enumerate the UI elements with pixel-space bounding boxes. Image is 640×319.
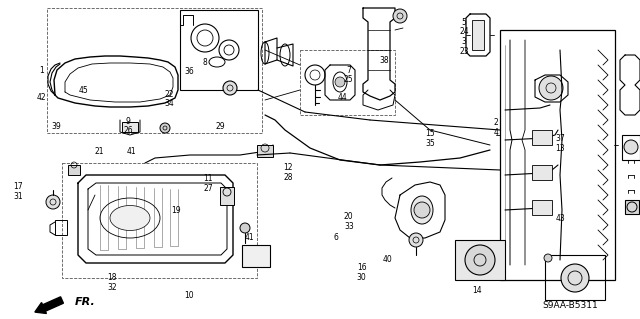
Bar bbox=[532, 130, 552, 145]
Text: 6: 6 bbox=[333, 233, 339, 242]
Text: 45: 45 bbox=[78, 86, 88, 95]
Circle shape bbox=[409, 233, 423, 247]
Bar bbox=[220, 187, 234, 205]
Text: 19: 19 bbox=[171, 206, 181, 215]
Bar bbox=[545, 255, 605, 300]
Text: 41: 41 bbox=[244, 233, 255, 242]
Text: FR.: FR. bbox=[75, 297, 96, 307]
Circle shape bbox=[544, 254, 552, 262]
Bar bbox=[122, 122, 138, 132]
Bar bbox=[180, 10, 258, 90]
Circle shape bbox=[624, 140, 638, 154]
Bar bbox=[472, 20, 484, 50]
Bar bbox=[62, 163, 257, 278]
Bar bbox=[300, 50, 395, 115]
Text: 15
35: 15 35 bbox=[425, 130, 435, 148]
Circle shape bbox=[465, 245, 495, 275]
Bar bbox=[55, 220, 67, 235]
Circle shape bbox=[240, 223, 250, 233]
Text: 7
25: 7 25 bbox=[344, 66, 354, 84]
Text: 41: 41 bbox=[126, 147, 136, 156]
Text: 14: 14 bbox=[472, 286, 482, 295]
Text: 36: 36 bbox=[184, 67, 194, 76]
Bar bbox=[622, 135, 640, 160]
Text: 11
27: 11 27 bbox=[203, 174, 213, 193]
Text: 44: 44 bbox=[337, 93, 348, 102]
Circle shape bbox=[561, 264, 589, 292]
Bar bbox=[68, 165, 80, 175]
FancyArrow shape bbox=[35, 297, 63, 314]
Text: 40: 40 bbox=[382, 256, 392, 264]
Text: 20
33: 20 33 bbox=[344, 212, 354, 231]
Text: 21: 21 bbox=[95, 147, 104, 156]
Bar bbox=[500, 30, 615, 280]
Text: 22
34: 22 34 bbox=[164, 90, 175, 108]
Circle shape bbox=[46, 195, 60, 209]
Bar bbox=[257, 145, 273, 157]
Bar bbox=[242, 245, 270, 267]
Text: S9AA-B5311: S9AA-B5311 bbox=[542, 300, 598, 309]
Text: 5
24
3
23: 5 24 3 23 bbox=[459, 18, 469, 56]
Text: 38: 38 bbox=[379, 56, 389, 65]
Text: 43: 43 bbox=[555, 214, 565, 223]
Bar bbox=[532, 200, 552, 215]
Bar bbox=[625, 200, 639, 214]
Circle shape bbox=[335, 77, 345, 87]
Text: 10: 10 bbox=[184, 291, 194, 300]
Text: 8: 8 bbox=[202, 58, 207, 67]
Text: 18
32: 18 32 bbox=[107, 273, 117, 292]
Text: 16
30: 16 30 bbox=[356, 263, 367, 282]
Ellipse shape bbox=[411, 196, 433, 224]
Ellipse shape bbox=[110, 205, 150, 231]
Text: 2
4: 2 4 bbox=[493, 118, 499, 137]
Circle shape bbox=[393, 9, 407, 23]
Circle shape bbox=[160, 123, 170, 133]
Text: 42: 42 bbox=[36, 93, 47, 102]
Ellipse shape bbox=[542, 78, 560, 98]
Circle shape bbox=[414, 202, 430, 218]
Text: 29: 29 bbox=[216, 122, 226, 130]
Bar bbox=[532, 165, 552, 180]
Text: 37
13: 37 13 bbox=[555, 134, 565, 153]
Text: 17
31: 17 31 bbox=[13, 182, 23, 201]
Bar bbox=[47, 8, 262, 133]
Circle shape bbox=[223, 81, 237, 95]
Circle shape bbox=[539, 76, 563, 100]
Bar bbox=[455, 240, 505, 280]
Text: 9
26: 9 26 bbox=[123, 117, 133, 135]
Text: 1: 1 bbox=[39, 66, 44, 75]
Text: 12
28: 12 28 bbox=[284, 163, 292, 182]
Text: 39: 39 bbox=[51, 122, 61, 130]
